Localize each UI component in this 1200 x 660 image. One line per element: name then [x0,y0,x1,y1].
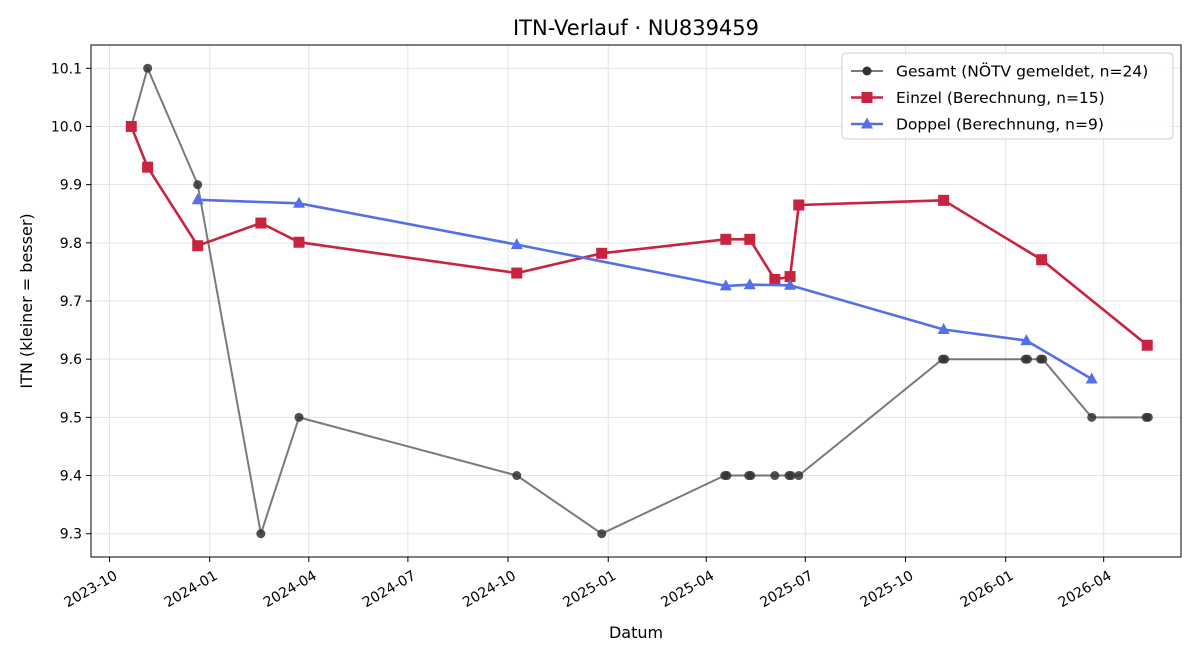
legend-swatch-marker [862,66,872,76]
y-tick-label: 10.1 [51,61,82,77]
data-point [722,471,732,481]
y-tick-label: 9.8 [60,236,82,252]
legend-entry: Einzel (Berechnung, n=15) [851,89,1105,107]
data-point [1087,412,1097,422]
legend-swatch-marker [861,92,873,103]
data-point [596,247,608,259]
data-point [794,471,804,481]
data-point [720,233,732,245]
y-tick-label: 9.6 [60,352,82,368]
data-point [769,273,781,285]
data-point [1085,372,1098,384]
data-point [938,194,950,206]
data-point [784,278,797,290]
data-point [744,233,756,245]
data-point [770,471,780,481]
legend-entry: Gesamt (NÖTV gemeldet, n=24) [851,62,1148,81]
data-point [125,120,137,132]
data-point [784,271,796,283]
data-point [1143,412,1153,422]
data-point [191,193,204,205]
data-point [1141,339,1153,351]
data-point [142,161,154,173]
data-point [1038,354,1048,364]
series-3 [191,193,1098,384]
data-point [1022,354,1032,364]
y-tick-label: 10.0 [51,119,82,135]
series-2 [125,120,1153,351]
data-point [511,267,523,279]
data-point [937,323,950,335]
chart-title: ITN-Verlauf · NU839459 [513,16,759,40]
data-point [510,238,523,250]
data-point [1036,254,1048,266]
data-point [597,529,607,539]
legend-label: Gesamt (NÖTV gemeldet, n=24) [896,62,1148,81]
y-tick-label: 9.3 [60,527,82,543]
y-tick-label: 9.9 [60,178,82,194]
legend-label: Doppel (Berechnung, n=9) [896,116,1104,134]
legend-swatch-marker [861,117,873,129]
data-point [294,412,304,422]
data-point [940,354,950,364]
data-point [786,471,796,481]
legend-entry: Doppel (Berechnung, n=9) [851,116,1104,134]
data-point [743,278,756,290]
legend-label: Einzel (Berechnung, n=15) [896,89,1105,107]
legend: Gesamt (NÖTV gemeldet, n=24) Einzel (Bere… [841,52,1174,140]
data-point [255,217,267,229]
y-axis-label: ITN (kleiner = besser) [17,213,36,388]
data-point [293,236,305,248]
y-tick-label: 9.4 [60,469,82,485]
data-point [1020,334,1033,346]
y-tick-label: 9.7 [60,294,82,310]
y-axis: 9.3 9.4 9.5 9.6 9.7 9.8 9.9 10.0 10.1 [51,61,91,543]
data-point [719,279,732,291]
data-point [256,529,266,539]
data-point [746,471,756,481]
x-axis-label: Datum [609,623,663,642]
legend-box [841,52,1174,140]
data-point [143,63,153,73]
data-point [193,180,203,190]
data-point [793,199,805,211]
series-layer [125,63,1153,539]
data-point [512,471,522,481]
data-point [192,240,204,252]
data-point [292,196,305,208]
y-tick-label: 9.5 [60,410,82,426]
